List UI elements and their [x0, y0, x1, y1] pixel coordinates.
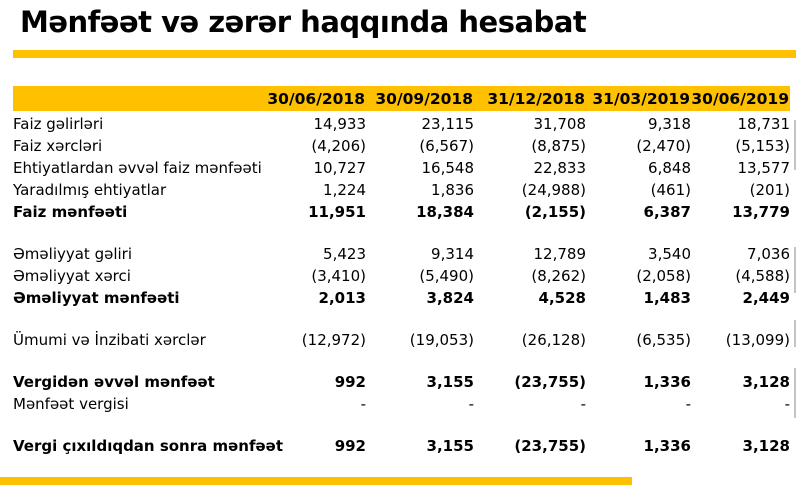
cell-value: (2,470)	[636, 137, 691, 155]
cell-value: (23,755)	[514, 373, 586, 391]
table-row: Faiz gəlirləri 14,933 23,115 31,708 9,318 18…	[13, 113, 790, 135]
pnl-table: 30/06/2018 30/09/2018 31/12/2018 31/03/2019…	[13, 86, 790, 457]
cell-value: (23,755)	[514, 437, 586, 455]
table-row: Vergidən əvvəl mənfəət 992 3,155 (23,755) 1…	[13, 371, 790, 393]
title-accent-bar	[13, 50, 796, 58]
table-row: Faiz xərcləri (4,206) (6,567) (8,875) (2,47…	[13, 135, 790, 157]
cell-value: 10,727	[313, 159, 367, 177]
cell-value: 1,836	[431, 181, 474, 199]
table-row: Ümumi və İnzibati xərclər (12,972) (19,05…	[13, 329, 790, 351]
cell-value: 992	[334, 437, 366, 455]
row-label: Ümumi və İnzibati xərclər	[13, 331, 206, 349]
cell-value: 3,155	[426, 437, 474, 455]
cell-value: (461)	[650, 181, 691, 199]
cell-value: 7,036	[747, 245, 790, 263]
cell-value: 2,013	[318, 289, 366, 307]
table-row: Yaradılmış ehtiyatlar 1,224 1,836 (24,988)…	[13, 179, 790, 201]
table-row: Mənfəət vergisi - - - - -	[13, 393, 790, 415]
right-edge-line-artifact	[794, 320, 796, 347]
right-edge-line-artifact	[794, 247, 796, 293]
cell-value: 5,423	[323, 245, 366, 263]
right-edge-line-artifact	[794, 368, 796, 418]
cell-value: 1,336	[643, 373, 691, 391]
cell-value: 1,224	[323, 181, 366, 199]
row-label: Yaradılmış ehtiyatlar	[13, 181, 167, 199]
cell-value: (19,053)	[409, 331, 474, 349]
right-edge-line-artifact	[794, 120, 796, 170]
column-header-date: 30/09/2018	[375, 89, 473, 108]
column-header-date: 31/03/2019	[592, 89, 690, 108]
cell-value: 6,387	[643, 203, 691, 221]
cell-value: (26,128)	[521, 331, 586, 349]
cell-value: (24,988)	[521, 181, 586, 199]
cell-value: -	[685, 395, 691, 413]
row-label: Əməliyyat xərci	[13, 267, 131, 285]
table-body: Faiz gəlirləri 14,933 23,115 31,708 9,318 18…	[13, 113, 790, 457]
cell-value: (4,588)	[735, 267, 790, 285]
cell-value: 12,789	[533, 245, 587, 263]
row-label: Ehtiyatlardan əvvəl faiz mənfəəti	[13, 159, 262, 177]
row-label: Əməliyyat gəliri	[13, 245, 132, 263]
cell-value: (4,206)	[311, 137, 366, 155]
cell-value: 13,577	[737, 159, 791, 177]
cell-value: -	[360, 395, 366, 413]
cell-value: (8,875)	[531, 137, 586, 155]
cell-value: 1,336	[643, 437, 691, 455]
cell-value: 13,779	[732, 203, 790, 221]
table-row: Əməliyyat mənfəəti 2,013 3,824 4,528 1,483 2…	[13, 287, 790, 309]
cell-value: (6,567)	[419, 137, 474, 155]
cell-value: 4,528	[538, 289, 586, 307]
cell-value: 3,155	[426, 373, 474, 391]
cell-value: (5,153)	[735, 137, 790, 155]
table-row: Ehtiyatlardan əvvəl faiz mənfəəti 10,727…	[13, 157, 790, 179]
cell-value: (12,972)	[301, 331, 366, 349]
table-header-row: 30/06/2018 30/09/2018 31/12/2018 31/03/2019…	[13, 86, 790, 111]
cell-value: -	[580, 395, 586, 413]
cell-value: -	[468, 395, 474, 413]
table-row: Əməliyyat xərci (3,410) (5,490) (8,262) (2,…	[13, 265, 790, 287]
cell-value: (201)	[749, 181, 790, 199]
row-label: Faiz mənfəəti	[13, 203, 128, 221]
cell-value: 18,384	[416, 203, 474, 221]
cell-value: 2,449	[742, 289, 790, 307]
cell-value: 18,731	[737, 115, 791, 133]
column-header-date: 30/06/2019	[691, 89, 789, 108]
row-label: Vergi çıxıldıqdan sonra mənfəət	[13, 437, 284, 455]
cell-value: 3,824	[426, 289, 474, 307]
row-label: Mənfəət vergisi	[13, 395, 129, 413]
cell-value: (2,058)	[636, 267, 691, 285]
cell-value: 992	[334, 373, 366, 391]
table-row: Faiz mənfəəti 11,951 18,384 (2,155) 6,387 13…	[13, 201, 790, 223]
table-row: Vergi çıxıldıqdan sonra mənfəət 992 3,155…	[13, 435, 790, 457]
row-label: Əməliyyat mənfəəti	[13, 289, 180, 307]
cell-value: 3,128	[742, 437, 790, 455]
column-header-date: 31/12/2018	[487, 89, 585, 108]
row-label: Faiz gəlirləri	[13, 115, 104, 133]
cell-value: 16,548	[421, 159, 475, 177]
cell-value: 14,933	[313, 115, 367, 133]
column-header-date: 30/06/2018	[267, 89, 365, 108]
cell-value: (13,099)	[725, 331, 790, 349]
cell-value: (8,262)	[531, 267, 586, 285]
table-row: Əməliyyat gəliri 5,423 9,314 12,789 3,540 7,…	[13, 243, 790, 265]
cell-value: (3,410)	[311, 267, 366, 285]
cell-value: 31,708	[533, 115, 587, 133]
cell-value: 3,128	[742, 373, 790, 391]
cell-value: 6,848	[648, 159, 691, 177]
cell-value: (2,155)	[524, 203, 586, 221]
cell-value: 3,540	[648, 245, 691, 263]
footer-accent-bar	[0, 477, 632, 485]
cell-value: -	[784, 395, 790, 413]
row-label: Vergidən əvvəl mənfəət	[13, 373, 215, 391]
cell-value: 23,115	[421, 115, 475, 133]
cell-value: (6,535)	[636, 331, 691, 349]
cell-value: 11,951	[308, 203, 366, 221]
cell-value: 9,318	[648, 115, 691, 133]
cell-value: 9,314	[431, 245, 474, 263]
row-label: Faiz xərcləri	[13, 137, 103, 155]
page-title: Mənfəət və zərər haqqında hesabat	[20, 5, 587, 39]
cell-value: 22,833	[533, 159, 587, 177]
cell-value: (5,490)	[419, 267, 474, 285]
cell-value: 1,483	[643, 289, 691, 307]
